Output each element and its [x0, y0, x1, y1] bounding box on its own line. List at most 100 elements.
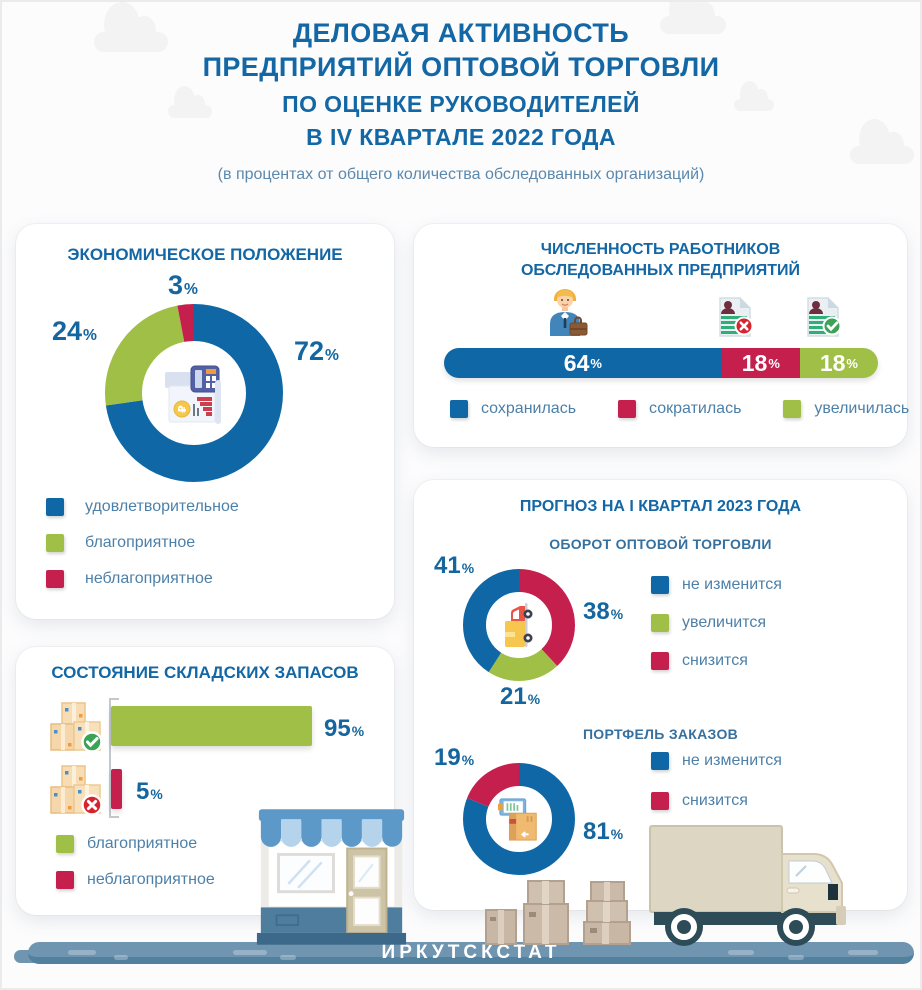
turnover-chart-title: ОБОРОТ ОПТОВОЙ ТОРГОВЛИ [549, 536, 772, 552]
legend-swatch [46, 534, 64, 552]
legend-swatch [783, 400, 802, 418]
legend-item: увеличилась [783, 400, 909, 418]
bar-chart-axis [109, 698, 119, 818]
panel-title-line1: ЧИСЛЕННОСТЬ РАБОТНИКОВ [540, 241, 781, 258]
legend-label: не изменится [682, 576, 782, 593]
legend-item: сохранилась [450, 400, 576, 418]
economic-position-legend: удовлетворительное благоприятное неблагопр… [46, 498, 239, 588]
legend-swatch [56, 835, 74, 853]
legend-item: снизится [651, 792, 782, 810]
storefront-illustration [253, 809, 410, 950]
panel-title: СОСТОЯНИЕ СКЛАДСКИХ ЗАПАСОВ [51, 663, 359, 682]
panel-economic-position: ЭКОНОМИЧЕСКОЕ ПОЛОЖЕНИЕ 3% 24% 72% ₽ [16, 224, 394, 619]
legend-label: неблагоприятное [85, 570, 213, 587]
brand-label: ИРКУТСКСТАТ [381, 942, 561, 963]
legend-swatch [651, 652, 669, 670]
portfolio-donut-chart [463, 763, 575, 875]
legend-item: неблагоприятное [56, 871, 215, 889]
road-dash [788, 955, 804, 960]
economic-position-donut-chart: ₽ [105, 304, 283, 482]
donut-label-favorable: 24% [52, 316, 97, 346]
stacked-bar-segment: 18% [799, 348, 878, 378]
page-title-line3: ПО ОЦЕНКЕ РУКОВОДИТЕЛЕЙ [282, 91, 640, 117]
bar-label-favorable: 95% [324, 715, 365, 742]
legend-label: удовлетворительное [85, 498, 239, 515]
legend-swatch [450, 400, 468, 418]
portfolio-legend: не изменится снизится [651, 752, 782, 810]
page-title-line2: ПРЕДПРИЯТИЙ ОПТОВОЙ ТОРГОВЛИ [202, 52, 720, 82]
legend-swatch [651, 576, 669, 594]
legend-label: снизится [682, 652, 748, 669]
donut-label-increase: 21% [500, 683, 541, 710]
cloud-decoration [660, 2, 726, 34]
cloud-decoration [850, 119, 914, 164]
bar-label-unfavorable: 5% [136, 778, 163, 805]
road-dash [848, 950, 878, 955]
truck-illustration [648, 824, 848, 953]
svg-text:₽: ₽ [176, 405, 189, 413]
legend-swatch [46, 570, 64, 588]
portfolio-chart-title: ПОРТФЕЛЬ ЗАКАЗОВ [582, 726, 739, 742]
donut-label-no-change: 41% [434, 552, 475, 579]
panel-title: ЭКОНОМИЧЕСКОЕ ПОЛОЖЕНИЕ [67, 245, 343, 264]
legend-label: сократилась [649, 400, 742, 417]
legend-label: не изменится [682, 752, 782, 769]
donut-label-decrease2: 19% [434, 744, 475, 771]
turnover-donut-chart [463, 569, 575, 681]
cloud-decoration [168, 85, 212, 118]
legend-item: сократилась [618, 400, 741, 418]
legend-label: увеличилась [814, 400, 910, 417]
road-dash [114, 955, 128, 960]
page-title-line1: ДЕЛОВАЯ АКТИВНОСТЬ [292, 18, 630, 48]
bar-favorable [111, 706, 313, 746]
legend-swatch [46, 498, 64, 516]
forecast-section-title: ПРОГНОЗ НА I КВАРТАЛ 2023 ГОДА [519, 498, 802, 515]
legend-item: благоприятное [56, 835, 215, 853]
stacked-bar-segment: 64% [444, 348, 722, 378]
legend-label: благоприятное [87, 835, 198, 852]
road-dash [728, 950, 754, 955]
workforce-stacked-bar-chart: 64% 18% 18% [444, 348, 878, 378]
resume-rejected-icon [716, 296, 754, 343]
package-clipboard-icon [496, 797, 542, 841]
legend-item: не изменится [651, 752, 782, 770]
warehouse-legend: благоприятное неблагоприятное [56, 835, 215, 889]
legend-label: снизится [682, 792, 748, 809]
boxes-approved-icon [49, 700, 105, 759]
road-dash [233, 950, 267, 955]
legend-item: неблагоприятное [46, 570, 239, 588]
legend-swatch [618, 400, 637, 418]
legend-swatch [651, 792, 669, 810]
resume-accepted-icon [804, 296, 842, 343]
delivery-truck-icon [496, 603, 542, 647]
turnover-legend: не изменится увеличится снизится [651, 576, 782, 670]
legend-item: увеличится [651, 614, 782, 632]
worker-briefcase-icon [542, 286, 588, 341]
finance-report-calculator-icon: ₽ [159, 362, 229, 424]
legend-item: снизится [651, 652, 782, 670]
cardboard-boxes-illustration [484, 880, 642, 951]
cloud-decoration [94, 2, 168, 52]
panel-warehouse-stocks: СОСТОЯНИЕ СКЛАДСКИХ ЗАПАСОВ [16, 647, 394, 915]
legend-swatch [651, 752, 669, 770]
stacked-bar-segment: 18% [721, 348, 800, 378]
panel-workforce: ЧИСЛЕННОСТЬ РАБОТНИКОВ ОБСЛЕДОВАННЫХ ПРЕ… [414, 224, 909, 447]
legend-item: благоприятное [46, 534, 239, 552]
donut-label-decrease: 38% [583, 598, 624, 625]
legend-item: удовлетворительное [46, 498, 239, 516]
legend-label: увеличится [682, 614, 767, 631]
road-dash [280, 955, 296, 960]
cloud-decoration [734, 81, 774, 111]
road-dash [68, 950, 96, 955]
workforce-legend: сохранилась сократилась увеличилась [450, 400, 909, 418]
road-illustration: ИРКУТСКСТАТ [28, 942, 914, 964]
donut-label-unfavorable: 3% [168, 270, 198, 300]
legend-swatch [651, 614, 669, 632]
page-subtitle: (в процентах от общего количества обслед… [217, 166, 705, 183]
legend-label: благоприятное [85, 534, 196, 551]
donut-label-no-change2: 81% [583, 818, 624, 845]
page-title-line4: В IV КВАРТАЛЕ 2022 ГОДА [306, 124, 616, 150]
donut-label-satisfactory: 72% [294, 336, 339, 366]
legend-label: сохранилась [481, 400, 577, 417]
